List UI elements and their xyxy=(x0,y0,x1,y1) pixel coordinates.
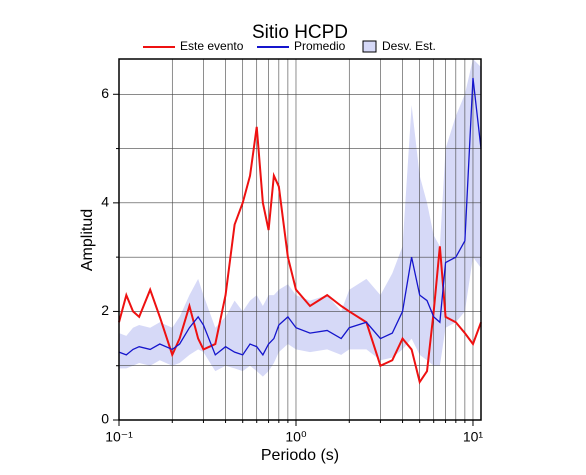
chart-title: Sitio HCPD xyxy=(252,22,348,43)
x-tick-label: 10¹ xyxy=(463,429,484,445)
y-tick-label: 0 xyxy=(101,411,109,427)
legend-label: Desv. Est. xyxy=(382,39,436,53)
x-tick-label: 10⁻¹ xyxy=(105,429,133,445)
std-band xyxy=(119,59,481,377)
series-line xyxy=(118,126,482,385)
legend-label: Este evento xyxy=(180,39,244,53)
y-tick-label: 6 xyxy=(101,85,109,101)
series-line xyxy=(118,77,482,357)
plot-frame xyxy=(118,58,482,421)
y-tick-label: 2 xyxy=(101,302,109,318)
x-axis-label: Periodo (s) xyxy=(261,447,339,464)
x-tick-label: 10⁰ xyxy=(285,429,307,445)
legend-swatch xyxy=(362,40,377,53)
y-axis-label: Amplitud xyxy=(79,209,96,271)
legend-label: Promedio xyxy=(294,39,346,53)
y-tick-label: 4 xyxy=(101,194,109,210)
